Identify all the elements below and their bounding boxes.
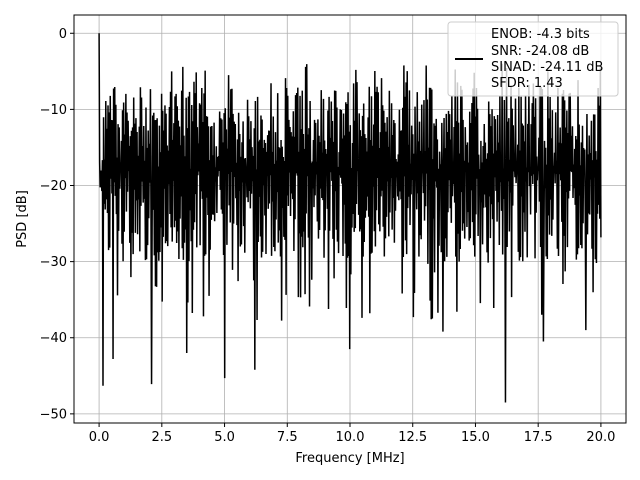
x-tick-label: 17.5 [524, 430, 553, 445]
x-tick-label: 0.0 [89, 430, 110, 445]
x-tick-label: 15.0 [461, 430, 490, 445]
y-tick-label: −40 [40, 331, 67, 346]
legend-entry-snr: SNR: -24.08 dB [491, 44, 589, 59]
psd-line [98, 33, 602, 403]
x-tick-label: 12.5 [398, 430, 427, 445]
legend-box [447, 21, 619, 97]
y-tick-label: −20 [40, 179, 67, 194]
psd-series [98, 33, 602, 403]
legend: ENOB: -4.3 bits SNR: -24.08 dB SINAD: -2… [447, 21, 619, 97]
x-tick-label: 7.5 [277, 430, 298, 445]
legend-entry-sfdr: SFDR: 1.43 [491, 76, 563, 91]
x-tick-label: 2.5 [151, 430, 172, 445]
y-tick-label: −10 [40, 103, 67, 118]
y-tick-label: 0 [59, 27, 67, 42]
x-tick-label: 10.0 [336, 430, 365, 445]
y-axis-ticks: 0 −10 −20 −30 −40 −50 [40, 27, 74, 422]
x-axis-label: Frequency [MHz] [295, 451, 404, 466]
legend-entry-enob: ENOB: -4.3 bits [491, 27, 590, 42]
y-tick-label: −50 [40, 407, 67, 422]
y-tick-label: −30 [40, 255, 67, 270]
x-axis-ticks: 0.0 2.5 5.0 7.5 10.0 12.5 15.0 17.5 20.0 [89, 423, 615, 445]
y-axis-label: PSD [dB] [15, 190, 30, 248]
legend-entry-sinad: SINAD: -24.11 dB [491, 60, 603, 75]
x-tick-label: 5.0 [214, 430, 235, 445]
x-tick-label: 20.0 [586, 430, 615, 445]
